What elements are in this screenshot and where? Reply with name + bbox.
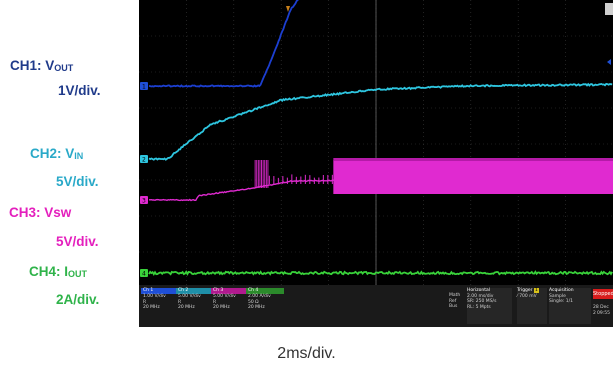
ch3-settings-box[interactable]: Ch 3 5.00 V/div R 20 MHz (211, 288, 249, 324)
ch2-ground-marker-label: 2 (142, 157, 146, 164)
ch3-switching-top (333, 158, 613, 161)
scope-time: 09:55 (597, 311, 613, 317)
horizontal-record-length: RL: 5 Mpts (467, 305, 512, 311)
ch2-name: CH2: V (30, 146, 74, 161)
oscilloscope-screen: 1 2 3 4 Ch 1 1.00 V/div R 20 MHz Ch 2 5.00 … (139, 0, 613, 327)
ch2-scale: 5V/div. (56, 173, 99, 190)
trigger-level-value: 700 mV (519, 294, 536, 299)
ch1-bw: 20 MHz (141, 305, 179, 311)
ch3-label: CH3: Vsw (9, 204, 71, 221)
ch3-switching-block (333, 160, 613, 194)
ch1-vout-trace (149, 0, 612, 87)
ch1-ground-marker-label: 1 (142, 84, 146, 91)
trigger-settings[interactable]: Trigger 1 ⁄ 700 mV (517, 288, 547, 324)
ch3-bw: 20 MHz (211, 305, 249, 311)
ch2-settings-box[interactable]: Ch 2 5.00 V/div R 20 MHz (176, 288, 214, 324)
ch2-label: CH2: VIN (30, 145, 83, 164)
ch1-name: CH1: V (10, 58, 54, 73)
waveform-plot: 1 2 3 4 (139, 0, 613, 285)
math-ref-bus-button[interactable]: Math Ref Bus (449, 293, 461, 310)
ch4-settings-box[interactable]: Ch 4 2.00 A/div 50 Ω 20 MHz (246, 288, 284, 324)
ch1-label: CH1: VOUT (10, 57, 73, 76)
ch4-ground-marker-label: 4 (142, 271, 146, 278)
trigger-channel-badge: 1 (534, 288, 539, 293)
horizontal-settings[interactable]: Horizontal 2.00 ms/div SR: 250 MS/s RL: … (467, 288, 512, 324)
ch3-ground-marker-label: 3 (142, 198, 146, 205)
ch1-sub: OUT (54, 63, 73, 73)
acquisition-count: Single: 1/1 (549, 299, 591, 305)
ch3-scale: 5V/div. (56, 233, 99, 250)
ch2-sub: IN (74, 151, 83, 161)
trigger-level: ⁄ 700 mV (517, 294, 547, 300)
ch4-bw: 20 MHz (246, 305, 284, 311)
ch4-scale: 2A/div. (56, 291, 99, 308)
ch1-settings-box[interactable]: Ch 1 1.00 V/div R 20 MHz (141, 288, 179, 324)
acquisition-settings[interactable]: Acquisition Sample Single: 1/1 (549, 288, 591, 324)
ch4-name: CH4: I (29, 264, 68, 279)
trigger-title-text: Trigger (517, 288, 533, 293)
trigger-level-marker (607, 59, 611, 65)
ch4-iout-trace (149, 272, 612, 274)
ch2-vin-trace (149, 84, 612, 160)
ch4-sub: OUT (68, 269, 87, 279)
stopped-badge[interactable]: Stopped (593, 289, 613, 299)
time-scale-label: 2ms/div. (0, 345, 613, 363)
ch2-bw: 20 MHz (176, 305, 214, 311)
scope-status-panel: Ch 1 1.00 V/div R 20 MHz Ch 2 5.00 V/div… (139, 285, 613, 327)
scroll-indicator (605, 3, 613, 15)
ch1-scale: 1V/div. (58, 82, 101, 99)
ch4-label: CH4: IOUT (29, 263, 87, 282)
